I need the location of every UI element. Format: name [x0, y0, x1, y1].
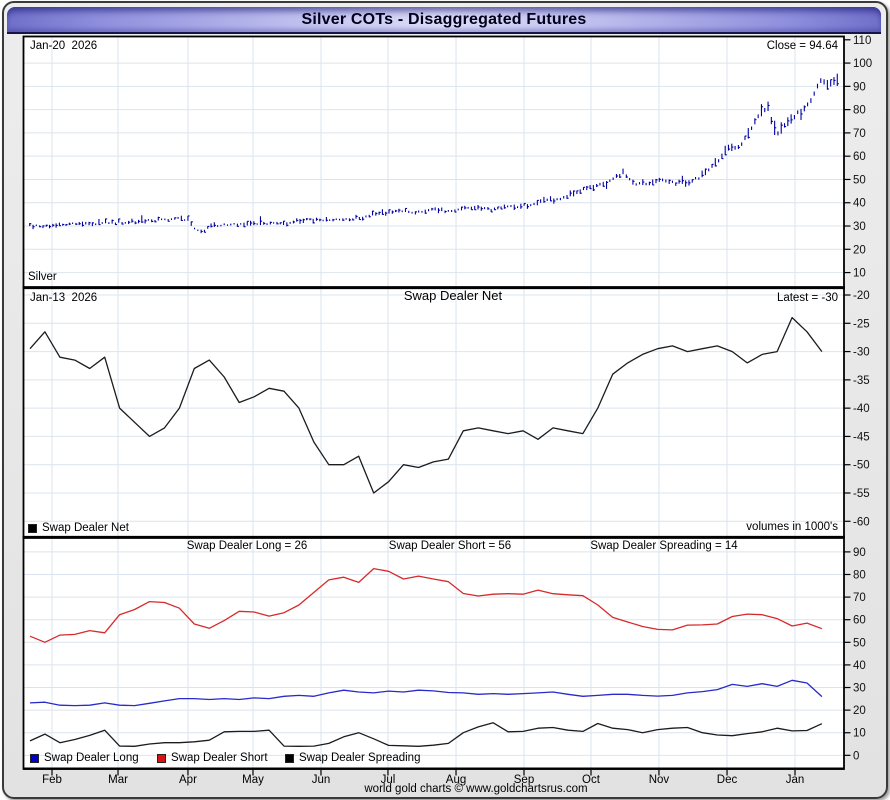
y-tick-label: 80	[853, 105, 866, 117]
y-tick-label: 10	[853, 268, 866, 280]
middle-panel-legend: Swap Dealer Net	[28, 522, 129, 534]
bottom-short-title: Swap Dealer Short = 56	[388, 540, 512, 552]
x-axis-label-dec: Dec	[716, 774, 738, 786]
gridlines	[23, 37, 844, 768]
y-tick-label: 20	[853, 244, 866, 256]
legend-item-swap-dealer-long: Swap Dealer Long	[30, 752, 139, 764]
y-tick-label: 50	[853, 637, 866, 649]
y-tick-label: 70	[853, 128, 866, 140]
x-axis-ticks	[51, 769, 796, 776]
y-tick-label: 20	[853, 705, 866, 717]
net-legend-label: Swap Dealer Net	[42, 522, 129, 534]
y-tick-label: 40	[853, 660, 866, 672]
swap-dealer-long-line	[29, 679, 823, 707]
y-tick-label: 70	[853, 592, 866, 604]
volumes-note: volumes in 1000's	[746, 521, 838, 533]
y-tick-label: 50	[853, 174, 866, 186]
x-axis-label-feb: Feb	[42, 774, 62, 786]
net-legend-swatch-icon	[28, 523, 37, 533]
window-title: Silver COTs - Disaggregated Futures	[301, 10, 587, 28]
swap-dealer-spreading-line	[29, 722, 823, 747]
legend-swatch-icon	[30, 753, 39, 763]
footer-credit: world gold charts © www.goldchartsrus.co…	[364, 783, 588, 795]
chart-background	[23, 36, 844, 769]
y-tick-label: 80	[853, 569, 866, 581]
y-tick-label: -50	[853, 460, 870, 472]
x-axis-label-aug: Aug	[445, 774, 467, 786]
silver-price-bars	[29, 73, 839, 234]
y-tick-label: 0	[853, 750, 859, 762]
titlebar: Silver COTs - Disaggregated Futures	[7, 7, 881, 34]
x-axis-label-nov: Nov	[648, 774, 670, 786]
middle-panel-date-label: Jan-13 2026	[30, 292, 98, 304]
x-axis-label-sep: Sep	[513, 774, 535, 786]
legend-swatch-icon	[157, 753, 166, 763]
x-axis-label-jun: Jun	[311, 774, 331, 786]
legend-label: Swap Dealer Long	[44, 752, 139, 764]
bottom-spreading-title: Swap Dealer Spreading = 14	[590, 540, 738, 552]
y-tick-label: -60	[853, 516, 870, 528]
y-axis-right: 110100908070605040302010-20-25-30-35-40-…	[844, 35, 872, 762]
legend-label: Swap Dealer Short	[171, 752, 268, 764]
legend-swatch-icon	[285, 753, 294, 763]
y-tick-label: 30	[853, 683, 866, 695]
legend-item-swap-dealer-short: Swap Dealer Short	[157, 752, 268, 764]
y-tick-label: -35	[853, 375, 870, 387]
y-tick-label: 40	[853, 198, 866, 210]
legend-item-swap-dealer-spreading: Swap Dealer Spreading	[285, 752, 420, 764]
legend-label: Swap Dealer Spreading	[299, 752, 421, 764]
x-axis-label-jul: Jul	[380, 774, 396, 786]
x-axis-label-mar: Mar	[108, 774, 128, 786]
middle-panel-title: Swap Dealer Net	[403, 288, 503, 303]
x-axis-label-jan: Jan	[785, 774, 805, 786]
y-tick-label: 90	[853, 81, 866, 93]
y-tick-label: -40	[853, 403, 870, 415]
x-axis-label-apr: Apr	[179, 774, 197, 786]
top-panel-close-label: Close = 94.64	[766, 40, 838, 52]
y-tick-label: -55	[853, 488, 870, 500]
bottom-long-title: Swap Dealer Long = 26	[186, 540, 308, 552]
y-tick-label: 10	[853, 728, 866, 740]
middle-panel-latest-label: Latest = -30	[776, 292, 838, 304]
top-panel-series-label: Silver	[28, 271, 57, 283]
y-tick-label: 60	[853, 615, 866, 627]
y-tick-label: 90	[853, 547, 866, 559]
y-tick-label: -25	[853, 318, 870, 330]
y-tick-label: -30	[853, 347, 870, 359]
x-axis-label-oct: Oct	[582, 774, 600, 786]
swap-dealer-short-line	[29, 567, 823, 643]
x-axis-label-may: May	[242, 774, 264, 786]
y-tick-label: 110	[853, 35, 871, 47]
y-tick-label: -20	[853, 290, 870, 302]
y-tick-label: 30	[853, 221, 866, 233]
y-tick-label: 60	[853, 151, 866, 163]
top-panel-date-label: Jan-20 2026	[30, 40, 98, 52]
y-tick-label: -45	[853, 431, 870, 443]
swap-dealer-net-line	[29, 316, 823, 494]
y-tick-label: 100	[853, 58, 872, 70]
